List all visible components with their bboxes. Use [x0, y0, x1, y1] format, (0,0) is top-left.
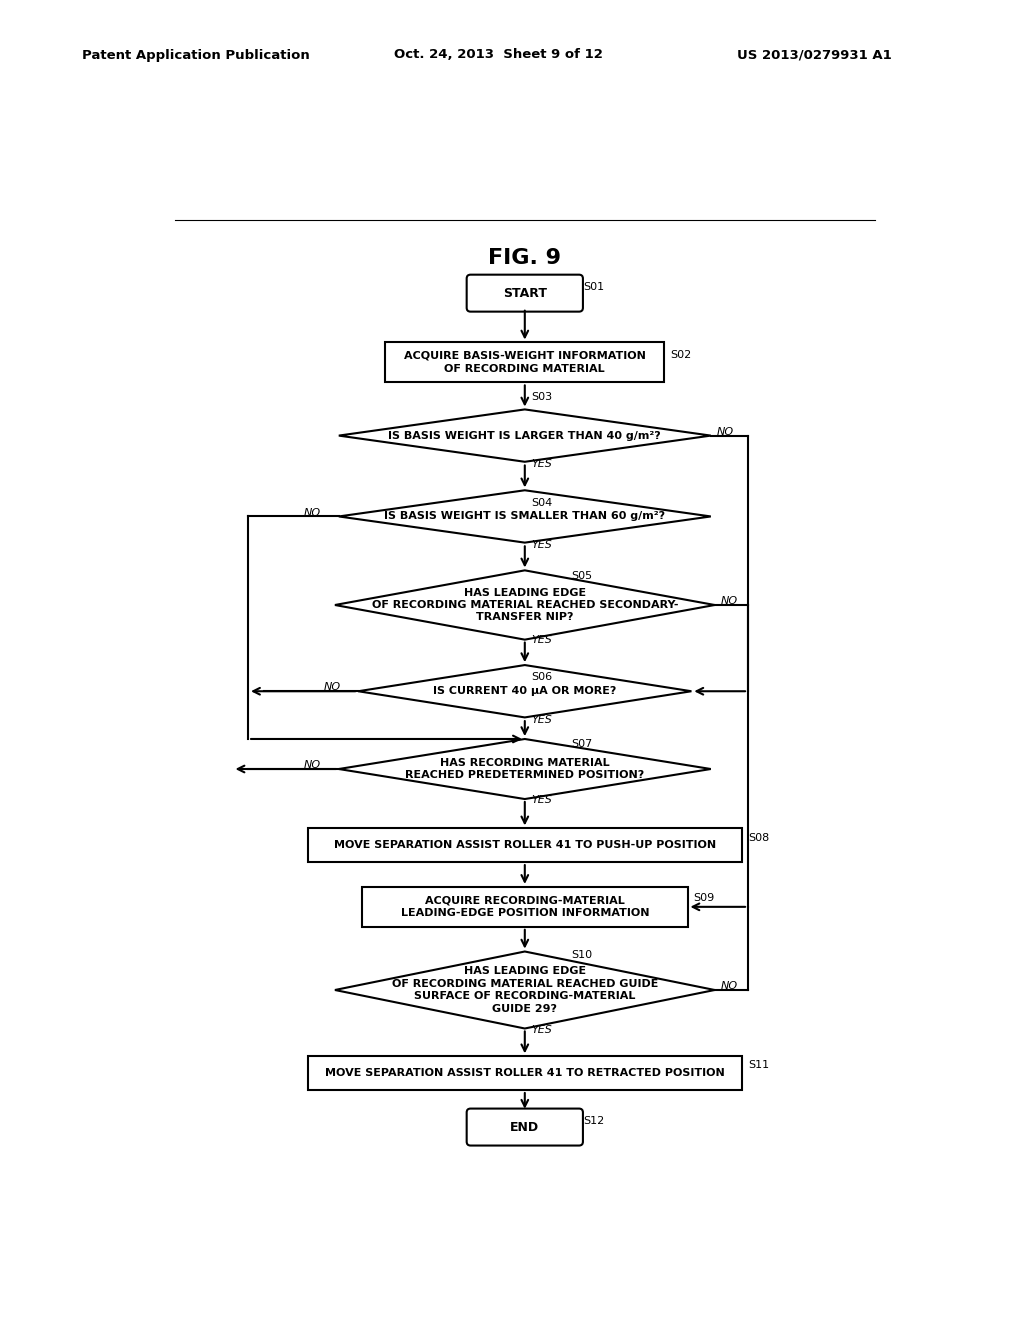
- Text: S02: S02: [671, 350, 692, 360]
- Polygon shape: [339, 490, 711, 543]
- Text: NO: NO: [324, 682, 340, 693]
- Text: NO: NO: [717, 426, 734, 437]
- Text: NO: NO: [304, 508, 322, 517]
- Text: NO: NO: [721, 597, 738, 606]
- Text: YES: YES: [531, 795, 552, 805]
- Text: FIG. 9: FIG. 9: [488, 248, 561, 268]
- Bar: [362, 887, 687, 927]
- Polygon shape: [339, 409, 711, 462]
- Text: NO: NO: [304, 760, 322, 770]
- Text: YES: YES: [531, 635, 552, 645]
- Text: ACQUIRE BASIS-WEIGHT INFORMATION
OF RECORDING MATERIAL: ACQUIRE BASIS-WEIGHT INFORMATION OF RECO…: [403, 351, 646, 374]
- Polygon shape: [339, 739, 711, 799]
- Text: YES: YES: [531, 1026, 552, 1035]
- Bar: [385, 342, 665, 383]
- Text: S10: S10: [571, 950, 593, 961]
- Text: YES: YES: [531, 540, 552, 550]
- Text: S01: S01: [583, 282, 604, 292]
- Text: S09: S09: [693, 892, 715, 903]
- Text: S07: S07: [571, 739, 593, 750]
- Text: S12: S12: [583, 1115, 604, 1126]
- Text: S11: S11: [748, 1060, 769, 1071]
- Text: NO: NO: [721, 981, 738, 991]
- Bar: [308, 1056, 741, 1090]
- Bar: [308, 829, 741, 862]
- Polygon shape: [358, 665, 691, 718]
- Text: S06: S06: [531, 672, 552, 681]
- Text: YES: YES: [531, 714, 552, 725]
- Polygon shape: [335, 570, 715, 640]
- Text: IS BASIS WEIGHT IS SMALLER THAN 60 g/m²?: IS BASIS WEIGHT IS SMALLER THAN 60 g/m²?: [384, 511, 666, 521]
- FancyBboxPatch shape: [467, 275, 583, 312]
- Text: HAS LEADING EDGE
OF RECORDING MATERIAL REACHED GUIDE
SURFACE OF RECORDING-MATERI: HAS LEADING EDGE OF RECORDING MATERIAL R…: [391, 966, 658, 1014]
- Text: S03: S03: [531, 392, 552, 403]
- Text: S08: S08: [748, 833, 769, 842]
- Text: MOVE SEPARATION ASSIST ROLLER 41 TO RETRACTED POSITION: MOVE SEPARATION ASSIST ROLLER 41 TO RETR…: [325, 1068, 725, 1078]
- Text: YES: YES: [531, 459, 552, 469]
- Text: MOVE SEPARATION ASSIST ROLLER 41 TO PUSH-UP POSITION: MOVE SEPARATION ASSIST ROLLER 41 TO PUSH…: [334, 841, 716, 850]
- Text: ACQUIRE RECORDING-MATERIAL
LEADING-EDGE POSITION INFORMATION: ACQUIRE RECORDING-MATERIAL LEADING-EDGE …: [400, 895, 649, 919]
- Text: US 2013/0279931 A1: US 2013/0279931 A1: [737, 49, 892, 62]
- FancyBboxPatch shape: [467, 1109, 583, 1146]
- Text: Patent Application Publication: Patent Application Publication: [82, 49, 309, 62]
- Text: IS BASIS WEIGHT IS LARGER THAN 40 g/m²?: IS BASIS WEIGHT IS LARGER THAN 40 g/m²?: [388, 430, 662, 441]
- Text: S05: S05: [571, 570, 593, 581]
- Polygon shape: [335, 952, 715, 1028]
- Text: HAS RECORDING MATERIAL
REACHED PREDETERMINED POSITION?: HAS RECORDING MATERIAL REACHED PREDETERM…: [406, 758, 644, 780]
- Text: END: END: [510, 1121, 540, 1134]
- Text: S04: S04: [531, 499, 552, 508]
- Text: START: START: [503, 286, 547, 300]
- Text: Oct. 24, 2013  Sheet 9 of 12: Oct. 24, 2013 Sheet 9 of 12: [394, 49, 603, 62]
- Text: HAS LEADING EDGE
OF RECORDING MATERIAL REACHED SECONDARY-
TRANSFER NIP?: HAS LEADING EDGE OF RECORDING MATERIAL R…: [372, 587, 678, 623]
- Text: IS CURRENT 40 μA OR MORE?: IS CURRENT 40 μA OR MORE?: [433, 686, 616, 696]
